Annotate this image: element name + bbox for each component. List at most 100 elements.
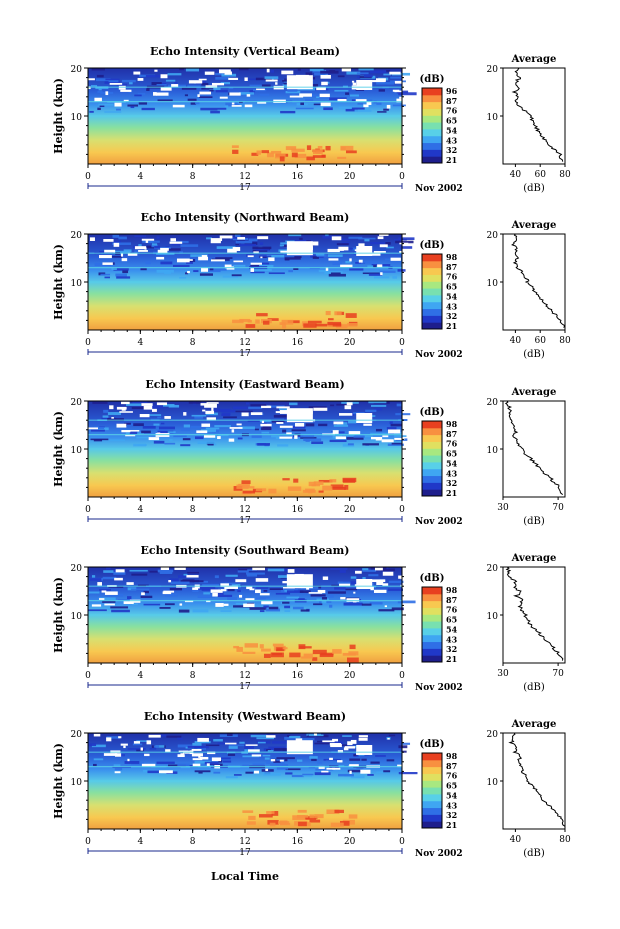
heatmap-cell xyxy=(373,276,390,279)
heatmap-cell xyxy=(284,605,291,609)
heatmap-cell xyxy=(206,237,212,240)
heatmap-gap xyxy=(204,403,217,408)
x-axis: 0 4 8 12 16 20 0 17 Nov 2002 xyxy=(85,829,463,859)
x-tick-label: 12 xyxy=(239,172,250,182)
x-tick-label: 20 xyxy=(344,338,356,348)
heatmap-gap xyxy=(344,746,356,749)
colorbar-swatch xyxy=(422,301,442,310)
x-axis-title: Local Time xyxy=(211,870,279,883)
heatmap-cell xyxy=(296,738,315,741)
colorbar-tick-label: 87 xyxy=(446,429,457,439)
day-label: 17 xyxy=(239,848,251,858)
heatmap-cell xyxy=(217,107,227,110)
heatmap-gap xyxy=(94,97,102,102)
heatmap-cell xyxy=(220,610,232,612)
heatmap-cell xyxy=(132,743,143,746)
colorbar-unit: (dB) xyxy=(420,407,445,418)
heatmap-gap xyxy=(204,71,215,75)
heatmap-gap xyxy=(160,74,168,79)
heatmap-gap xyxy=(113,242,120,247)
heatmap-cell xyxy=(326,809,340,815)
heatmap-cell xyxy=(197,595,216,598)
heatmap-cell xyxy=(158,426,175,430)
heatmap-gap xyxy=(114,577,123,581)
heatmap-gap xyxy=(227,248,237,253)
average-x-tick-label: 80 xyxy=(559,170,571,180)
day-label: 17 xyxy=(239,183,251,193)
heatmap-cell xyxy=(168,404,180,408)
heatmap-cell xyxy=(303,653,313,657)
heatmap-cell xyxy=(131,406,149,410)
heatmap-cell xyxy=(263,773,281,776)
colorbar-swatch xyxy=(422,308,442,316)
heatmap-cell xyxy=(333,424,349,427)
heatmap-gap xyxy=(174,567,186,570)
heatmap-cell xyxy=(113,250,131,254)
heatmap-cell xyxy=(388,734,396,737)
heatmap-gap xyxy=(255,589,261,594)
heatmap-gap xyxy=(380,272,383,276)
x-tick-label: 4 xyxy=(137,671,143,681)
heatmap-cell xyxy=(209,268,214,271)
heatmap-gap xyxy=(328,258,339,261)
heatmap-cell xyxy=(343,602,363,606)
heatmap-cell xyxy=(228,744,245,747)
heatmap-gap xyxy=(259,593,270,596)
heatmap-cell xyxy=(334,809,344,814)
heatmap-cell xyxy=(254,428,259,431)
heatmap-gap xyxy=(99,598,105,600)
heatmap-gap xyxy=(210,240,221,244)
heatmap-cell xyxy=(157,416,162,419)
colorbar-swatch xyxy=(422,421,442,429)
colorbar-tick-label: 87 xyxy=(446,595,457,605)
heatmap-gap xyxy=(233,260,244,263)
heatmap-cell xyxy=(299,237,303,240)
average-frame xyxy=(502,732,566,830)
heatmap-cell xyxy=(340,106,352,110)
heatmap-cell xyxy=(322,235,341,239)
heatmap-cell xyxy=(306,240,312,243)
heatmap-cell xyxy=(145,75,165,78)
heatmap-gap xyxy=(210,259,225,262)
heatmap-cell xyxy=(266,811,275,814)
heatmap-gap xyxy=(191,749,202,751)
average-title: Average xyxy=(511,387,557,398)
heatmap-cell xyxy=(93,426,105,430)
heatmap-cell xyxy=(255,597,266,600)
heatmap-cell xyxy=(294,256,302,259)
colorbar-tick-label: 76 xyxy=(446,272,458,282)
heatmap-cell xyxy=(369,70,387,74)
day-label: 17 xyxy=(239,349,251,359)
heatmap-gap xyxy=(205,410,215,414)
heatmap-cell xyxy=(262,320,270,325)
heatmap-cell xyxy=(129,431,138,435)
heatmap-cell xyxy=(309,819,321,823)
average-y-tick-label: 20 xyxy=(487,564,499,574)
heatmap-cell xyxy=(322,485,333,491)
heatmap-gap xyxy=(374,567,383,571)
heatmap-cell xyxy=(329,439,347,443)
heatmap-cell xyxy=(338,773,354,777)
colorbar-tick-label: 21 xyxy=(446,488,457,498)
heatmap-cell xyxy=(120,753,125,757)
heatmap-gap xyxy=(103,753,118,756)
heatmap-cell xyxy=(194,741,211,744)
heatmap-cell xyxy=(248,238,258,242)
heatmap-cell xyxy=(330,484,344,489)
heatmap-cell xyxy=(171,243,180,246)
heatmap-cell xyxy=(251,434,262,438)
heatmap-cell xyxy=(362,272,380,275)
heatmap-gap xyxy=(123,601,134,605)
x-tick-label: 0 xyxy=(85,172,91,182)
heatmap-cell xyxy=(200,107,218,111)
heatmap-cell xyxy=(138,244,142,248)
heatmap-cell xyxy=(197,747,206,750)
heatmap-gap xyxy=(279,759,284,762)
heatmap-cell xyxy=(142,425,156,429)
heatmap-cell xyxy=(217,594,233,597)
heatmap-cell xyxy=(383,73,391,76)
heatmap-cell xyxy=(237,437,243,440)
heatmap-cell xyxy=(93,758,104,761)
colorbar-swatch xyxy=(422,600,442,608)
heatmap-cell xyxy=(273,760,281,763)
